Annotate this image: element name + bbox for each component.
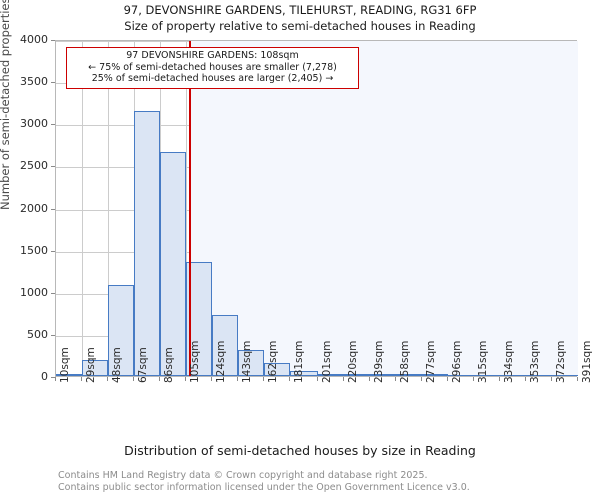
x-axis-tick-mark [577, 377, 578, 381]
property-callout-box: 97 DEVONSHIRE GARDENS: 108sqm ← 75% of s… [66, 47, 359, 89]
footer-line-2: Contains public sector information licen… [58, 481, 470, 493]
title-line-2: Size of property relative to semi-detach… [124, 19, 476, 33]
callout-line-1: 97 DEVONSHIRE GARDENS: 108sqm [126, 50, 299, 61]
callout-line-3: 25% of semi-detached houses are larger (… [91, 73, 334, 84]
x-axis-tick-label: 181sqm [293, 340, 306, 383]
x-axis-tick-label: 334sqm [502, 340, 515, 383]
x-axis-tick-mark [159, 377, 161, 381]
x-axis-tick-label: 67sqm [137, 347, 150, 383]
histogram-bar [160, 152, 187, 376]
x-axis-tick-mark [420, 377, 422, 381]
x-axis-tick-mark [107, 377, 109, 381]
x-axis-tick-label: 143sqm [241, 340, 254, 383]
y-axis-tick-mark [51, 208, 55, 210]
x-axis-tick-label: 220sqm [346, 340, 359, 383]
y-axis-tick-label: 1500 [20, 243, 48, 257]
histogram-bar [108, 285, 135, 376]
x-axis-tick-mark [263, 377, 265, 381]
x-axis-tick-mark [289, 377, 291, 381]
y-axis-tick-label: 2500 [20, 159, 48, 173]
y-axis-tick-label: 4000 [20, 33, 48, 46]
gridline-vertical [82, 41, 84, 376]
y-axis-tick-mark [51, 124, 55, 126]
x-axis-tick-mark [394, 377, 396, 381]
x-axis-tick-mark [211, 377, 213, 381]
x-axis-tick-mark [498, 377, 500, 381]
x-axis-tick-label: 391sqm [581, 340, 593, 383]
x-axis-tick-mark [342, 377, 344, 381]
y-axis-tick-mark [51, 292, 55, 294]
larger-properties-shaded-region [190, 41, 578, 376]
y-axis-tick-label: 500 [27, 327, 48, 341]
footer-line-1: Contains HM Land Registry data © Crown c… [58, 470, 428, 481]
x-axis-label: Distribution of semi-detached houses by … [124, 443, 476, 458]
gridline-vertical [108, 41, 110, 376]
x-axis-tick-mark [524, 377, 526, 381]
x-axis-tick-label: 162sqm [267, 340, 280, 383]
x-axis-tick-mark [55, 377, 56, 381]
y-axis-label: Number of semi-detached properties [0, 0, 12, 210]
title-line-1: 97, DEVONSHIRE GARDENS, TILEHURST, READI… [123, 3, 477, 17]
x-axis-tick-label: 86sqm [163, 347, 176, 383]
property-size-marker-line [189, 41, 192, 376]
x-axis-tick-mark [550, 377, 552, 381]
x-axis-tick-mark [368, 377, 370, 381]
y-axis-tick-mark [51, 40, 55, 41]
x-axis-tick-mark [237, 377, 239, 381]
y-axis-tick-mark [51, 250, 55, 252]
histogram-bar [134, 111, 161, 376]
x-axis-tick-mark [316, 377, 318, 381]
gridline-vertical [186, 41, 188, 376]
x-axis-tick-label: 296sqm [450, 340, 463, 383]
attribution-footer: Contains HM Land Registry data © Crown c… [58, 470, 598, 493]
x-axis-tick-mark [133, 377, 135, 381]
x-axis-tick-label: 105sqm [189, 340, 202, 383]
x-axis-tick-mark [81, 377, 83, 381]
x-axis-tick-mark [185, 377, 187, 381]
chart-title: 97, DEVONSHIRE GARDENS, TILEHURST, READI… [0, 2, 600, 34]
y-axis-tick-mark [51, 166, 55, 168]
x-axis-tick-label: 315sqm [476, 340, 489, 383]
y-axis-tick-mark [51, 82, 55, 84]
x-axis-tick-label: 48sqm [111, 347, 124, 383]
y-axis-tick-label: 2000 [20, 201, 48, 215]
y-axis-tick-label: 3500 [20, 75, 48, 89]
histogram-bar [212, 314, 239, 376]
plot-area [55, 40, 578, 377]
x-axis-tick-label: 29sqm [85, 347, 98, 383]
x-axis-tick-label: 372sqm [554, 340, 567, 383]
x-axis-tick-label: 201sqm [320, 340, 333, 383]
x-axis-tick-label: 239sqm [372, 340, 385, 383]
x-axis-tick-mark [472, 377, 474, 381]
y-axis-tick-label: 1000 [20, 285, 48, 299]
x-axis-tick-label: 258sqm [398, 340, 411, 383]
callout-line-2: ← 75% of semi-detached houses are smalle… [88, 61, 337, 73]
y-axis-tick-label: 3000 [20, 117, 48, 131]
x-axis-tick-label: 353sqm [528, 340, 541, 383]
x-axis-tick-label: 277sqm [424, 340, 437, 383]
x-axis-tick-label: 10sqm [59, 347, 71, 383]
y-axis-tick-mark [51, 334, 55, 336]
y-axis-tick-label: 0 [41, 370, 48, 383]
baseline [56, 375, 578, 376]
x-axis-tick-label: 124sqm [215, 340, 228, 383]
x-axis-tick-mark [446, 377, 448, 381]
y-axis-tick-mark [51, 377, 55, 378]
